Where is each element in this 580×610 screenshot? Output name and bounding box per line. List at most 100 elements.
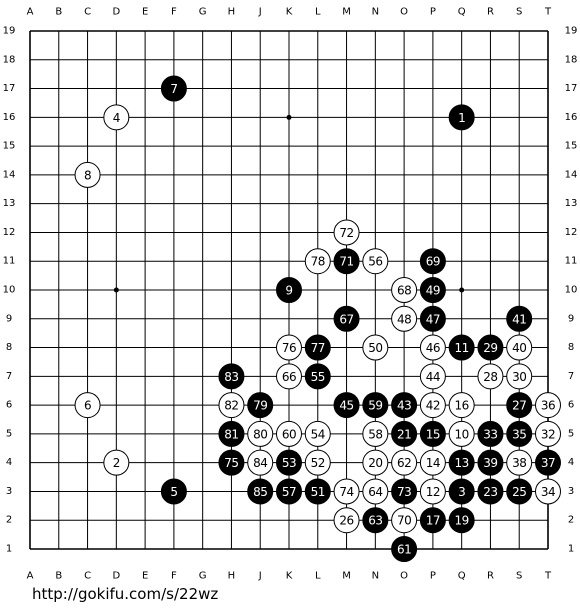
white-stone	[333, 507, 360, 534]
black-stone	[477, 420, 504, 447]
move-number: 33	[483, 427, 497, 441]
move-number: 5	[170, 485, 177, 499]
stone: 42	[419, 392, 446, 419]
black-stone	[506, 305, 533, 332]
move-number: 29	[483, 341, 497, 355]
white-stone	[419, 392, 446, 419]
column-label: A	[27, 7, 34, 18]
move-number: 28	[483, 370, 497, 384]
row-label: 3	[6, 486, 12, 497]
stone: 41	[506, 305, 533, 332]
white-stone	[362, 478, 389, 505]
stone: 12	[419, 478, 446, 505]
stone: 27	[506, 392, 533, 419]
stone: 50	[362, 334, 389, 361]
stone: 58	[362, 420, 389, 447]
column-label: S	[516, 7, 522, 18]
column-label: K	[286, 571, 293, 582]
row-label: 10	[3, 285, 16, 296]
black-stone	[304, 363, 331, 390]
move-number: 7	[170, 82, 177, 96]
stone: 46	[419, 334, 446, 361]
column-label: S	[516, 571, 522, 582]
stone: 38	[506, 449, 533, 476]
stone: 47	[419, 305, 446, 332]
column-label: B	[55, 571, 62, 582]
move-number: 6	[84, 399, 91, 413]
column-label: M	[342, 571, 351, 582]
stone: 81	[218, 420, 245, 447]
white-stone	[218, 392, 245, 419]
move-number: 79	[253, 399, 267, 413]
move-number: 23	[483, 485, 497, 499]
move-number: 46	[426, 341, 440, 355]
stone: 67	[333, 305, 360, 332]
white-stone	[333, 478, 360, 505]
stone: 23	[477, 478, 504, 505]
black-stone	[391, 536, 418, 562]
black-stone	[362, 507, 389, 534]
move-number: 67	[339, 312, 353, 326]
row-label: 7	[6, 371, 12, 382]
move-number: 16	[455, 399, 469, 413]
black-stone	[276, 449, 302, 476]
row-label: 14	[565, 169, 578, 180]
move-number: 40	[512, 341, 526, 355]
move-number: 12	[426, 485, 440, 499]
stone: 85	[247, 478, 274, 505]
move-number: 51	[311, 485, 325, 499]
row-label: 1	[568, 544, 574, 555]
black-stone	[160, 75, 187, 102]
black-stone	[419, 248, 446, 275]
white-stone	[362, 334, 389, 361]
stone: 76	[276, 334, 302, 361]
stone: 13	[448, 449, 475, 476]
footer-url: http://gokifu.com/s/22wz	[32, 585, 218, 603]
move-number: 77	[311, 341, 325, 355]
stone: 4	[103, 104, 130, 131]
stone: 54	[304, 420, 331, 447]
row-label: 13	[3, 198, 16, 209]
row-label: 5	[568, 428, 574, 439]
black-stone	[506, 392, 533, 419]
column-label: A	[27, 571, 34, 582]
move-number: 80	[253, 427, 267, 441]
row-label: 8	[6, 342, 12, 353]
white-stone	[362, 449, 389, 476]
black-stone	[362, 392, 389, 419]
stone: 9	[276, 277, 302, 303]
black-stone	[218, 363, 245, 390]
move-number: 3	[458, 485, 465, 499]
column-label: J	[258, 571, 262, 582]
column-label: J	[258, 7, 262, 18]
move-number: 17	[426, 514, 440, 528]
column-label: B	[55, 7, 62, 18]
black-stone	[419, 277, 446, 303]
move-number: 84	[253, 456, 267, 470]
row-label: 8	[568, 342, 574, 353]
move-number: 74	[339, 485, 353, 499]
column-label: O	[400, 7, 408, 18]
column-label: R	[487, 571, 494, 582]
row-label: 19	[3, 26, 16, 37]
column-label: M	[342, 7, 351, 18]
stone: 33	[477, 420, 504, 447]
move-number: 44	[426, 370, 440, 384]
black-stone	[276, 478, 302, 505]
white-stone	[419, 449, 446, 476]
move-number: 42	[426, 399, 440, 413]
move-number: 34	[541, 485, 555, 499]
move-number: 25	[512, 485, 526, 499]
black-stone	[535, 449, 561, 476]
row-label: 4	[568, 457, 574, 468]
move-number: 20	[368, 456, 382, 470]
move-number: 62	[397, 456, 411, 470]
column-label: P	[430, 571, 436, 582]
row-label: 6	[6, 400, 12, 411]
move-number: 8	[84, 168, 91, 182]
grid	[29, 30, 549, 550]
move-number: 45	[339, 399, 353, 413]
stone: 28	[477, 363, 504, 390]
